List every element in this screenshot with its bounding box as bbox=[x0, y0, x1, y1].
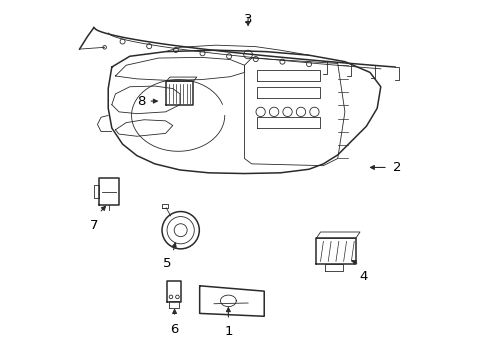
Text: 8: 8 bbox=[137, 95, 145, 108]
Text: 2: 2 bbox=[392, 161, 401, 174]
Text: 6: 6 bbox=[170, 323, 179, 337]
Text: 7: 7 bbox=[89, 220, 98, 233]
Text: 3: 3 bbox=[244, 13, 252, 26]
Text: 1: 1 bbox=[224, 325, 232, 338]
Text: 4: 4 bbox=[359, 270, 367, 283]
Text: 5: 5 bbox=[163, 257, 171, 270]
